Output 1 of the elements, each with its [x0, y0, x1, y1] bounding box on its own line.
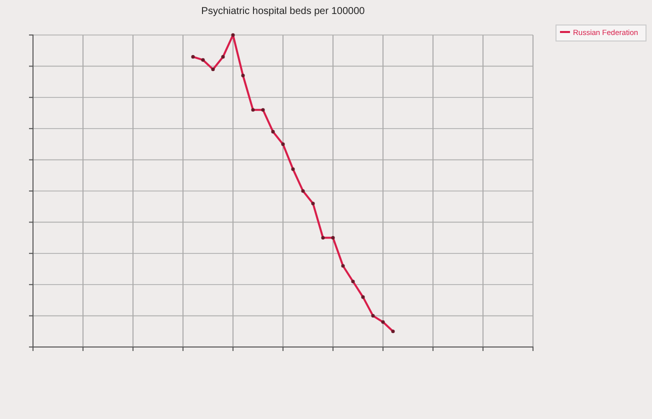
chart-title: Psychiatric hospital beds per 100000	[201, 6, 366, 17]
